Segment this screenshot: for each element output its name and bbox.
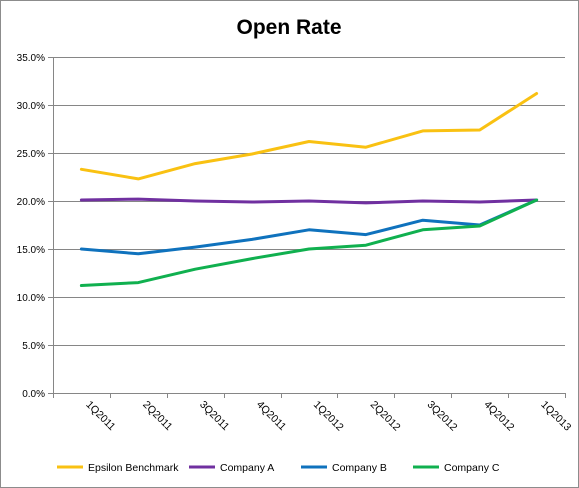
y-tick-label: 10.0% (17, 293, 45, 304)
gridlines (53, 57, 565, 346)
series-line (79, 92, 539, 181)
axes (53, 57, 565, 394)
x-tick-label: 1Q2013 (538, 399, 573, 434)
series-line (79, 198, 539, 287)
x-tick-label: 3Q2011 (197, 399, 231, 433)
x-tick-label: 1Q2012 (311, 399, 346, 434)
x-axis-ticks: 1Q2011 2Q2011 3Q2011 4Q2011 1Q2012 2Q2012 3Q20… (53, 393, 573, 434)
chart-title: Open Rate (236, 16, 341, 39)
y-tick-label: 30.0% (17, 101, 45, 112)
y-tick-label: 20.0% (17, 197, 45, 208)
y-tick-label: 15.0% (17, 245, 45, 256)
legend-label: Company A (220, 462, 274, 474)
x-tick-label: 2Q2011 (140, 399, 174, 433)
x-tick-label: 1Q2011 (83, 399, 117, 433)
x-tick-label: 3Q2012 (425, 399, 460, 434)
series-lines (79, 92, 539, 287)
legend-label: Epsilon Benchmark (88, 462, 179, 474)
series-line (79, 197, 539, 205)
legend-label: Company B (332, 462, 387, 474)
series-line (79, 198, 539, 256)
legend: Epsilon Benchmark Company A Company B Compa… (57, 462, 500, 474)
x-tick-label: 2Q2012 (368, 399, 403, 434)
y-axis-ticks: 0.0% 5.0% 10.0% 15.0% 20.0% 25.0% 30.0% 35.0% (17, 53, 53, 400)
y-tick-label: 0.0% (22, 389, 45, 400)
x-tick-label: 4Q2012 (482, 399, 517, 434)
y-tick-label: 5.0% (22, 341, 45, 352)
legend-label: Company C (444, 462, 500, 474)
y-tick-label: 35.0% (17, 53, 45, 64)
y-tick-label: 25.0% (17, 149, 45, 160)
x-tick-label: 4Q2011 (254, 399, 288, 433)
